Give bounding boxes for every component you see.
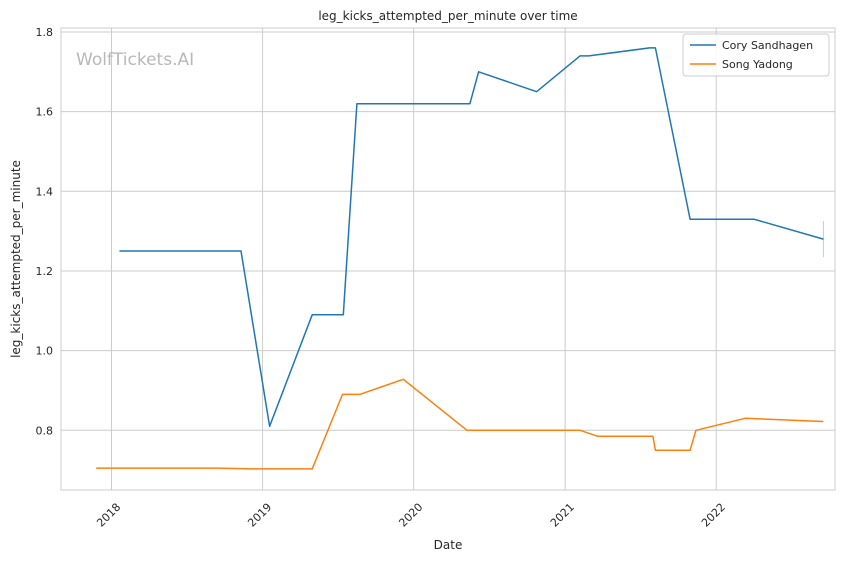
legend-box: [682, 33, 830, 77]
plot-frame: [60, 27, 836, 491]
plot-area: [61, 28, 835, 490]
series-line-song-yadong: [96, 378, 824, 470]
y-tick-label: 1.6: [36, 106, 54, 119]
watermark-text: WolfTickets.AI: [76, 50, 194, 70]
x-axis-label: Date: [434, 538, 463, 552]
y-tick-label: 1.2: [36, 265, 54, 278]
y-tick-label: 1.4: [36, 185, 54, 198]
y-axis-ticks: 0.8 1.0 1.2 1.4 1.6 1.8: [36, 26, 54, 437]
series-lines: [96, 47, 824, 470]
series-line-cory-sandhagen: [119, 47, 824, 428]
chart-title: leg_kicks_attempted_per_minute over time: [318, 9, 577, 23]
grid: [61, 28, 835, 490]
y-axis-label: leg_kicks_attempted_per_minute: [9, 160, 23, 358]
y-tick-label: 1.0: [36, 345, 54, 358]
y-tick-label: 1.8: [36, 26, 54, 39]
legend: Cory Sandhagen Song Yadong: [682, 33, 830, 77]
legend-label-song-yadong: Song Yadong: [722, 58, 793, 71]
y-tick-label: 0.8: [36, 424, 54, 437]
legend-label-cory-sandhagen: Cory Sandhagen: [722, 39, 813, 52]
